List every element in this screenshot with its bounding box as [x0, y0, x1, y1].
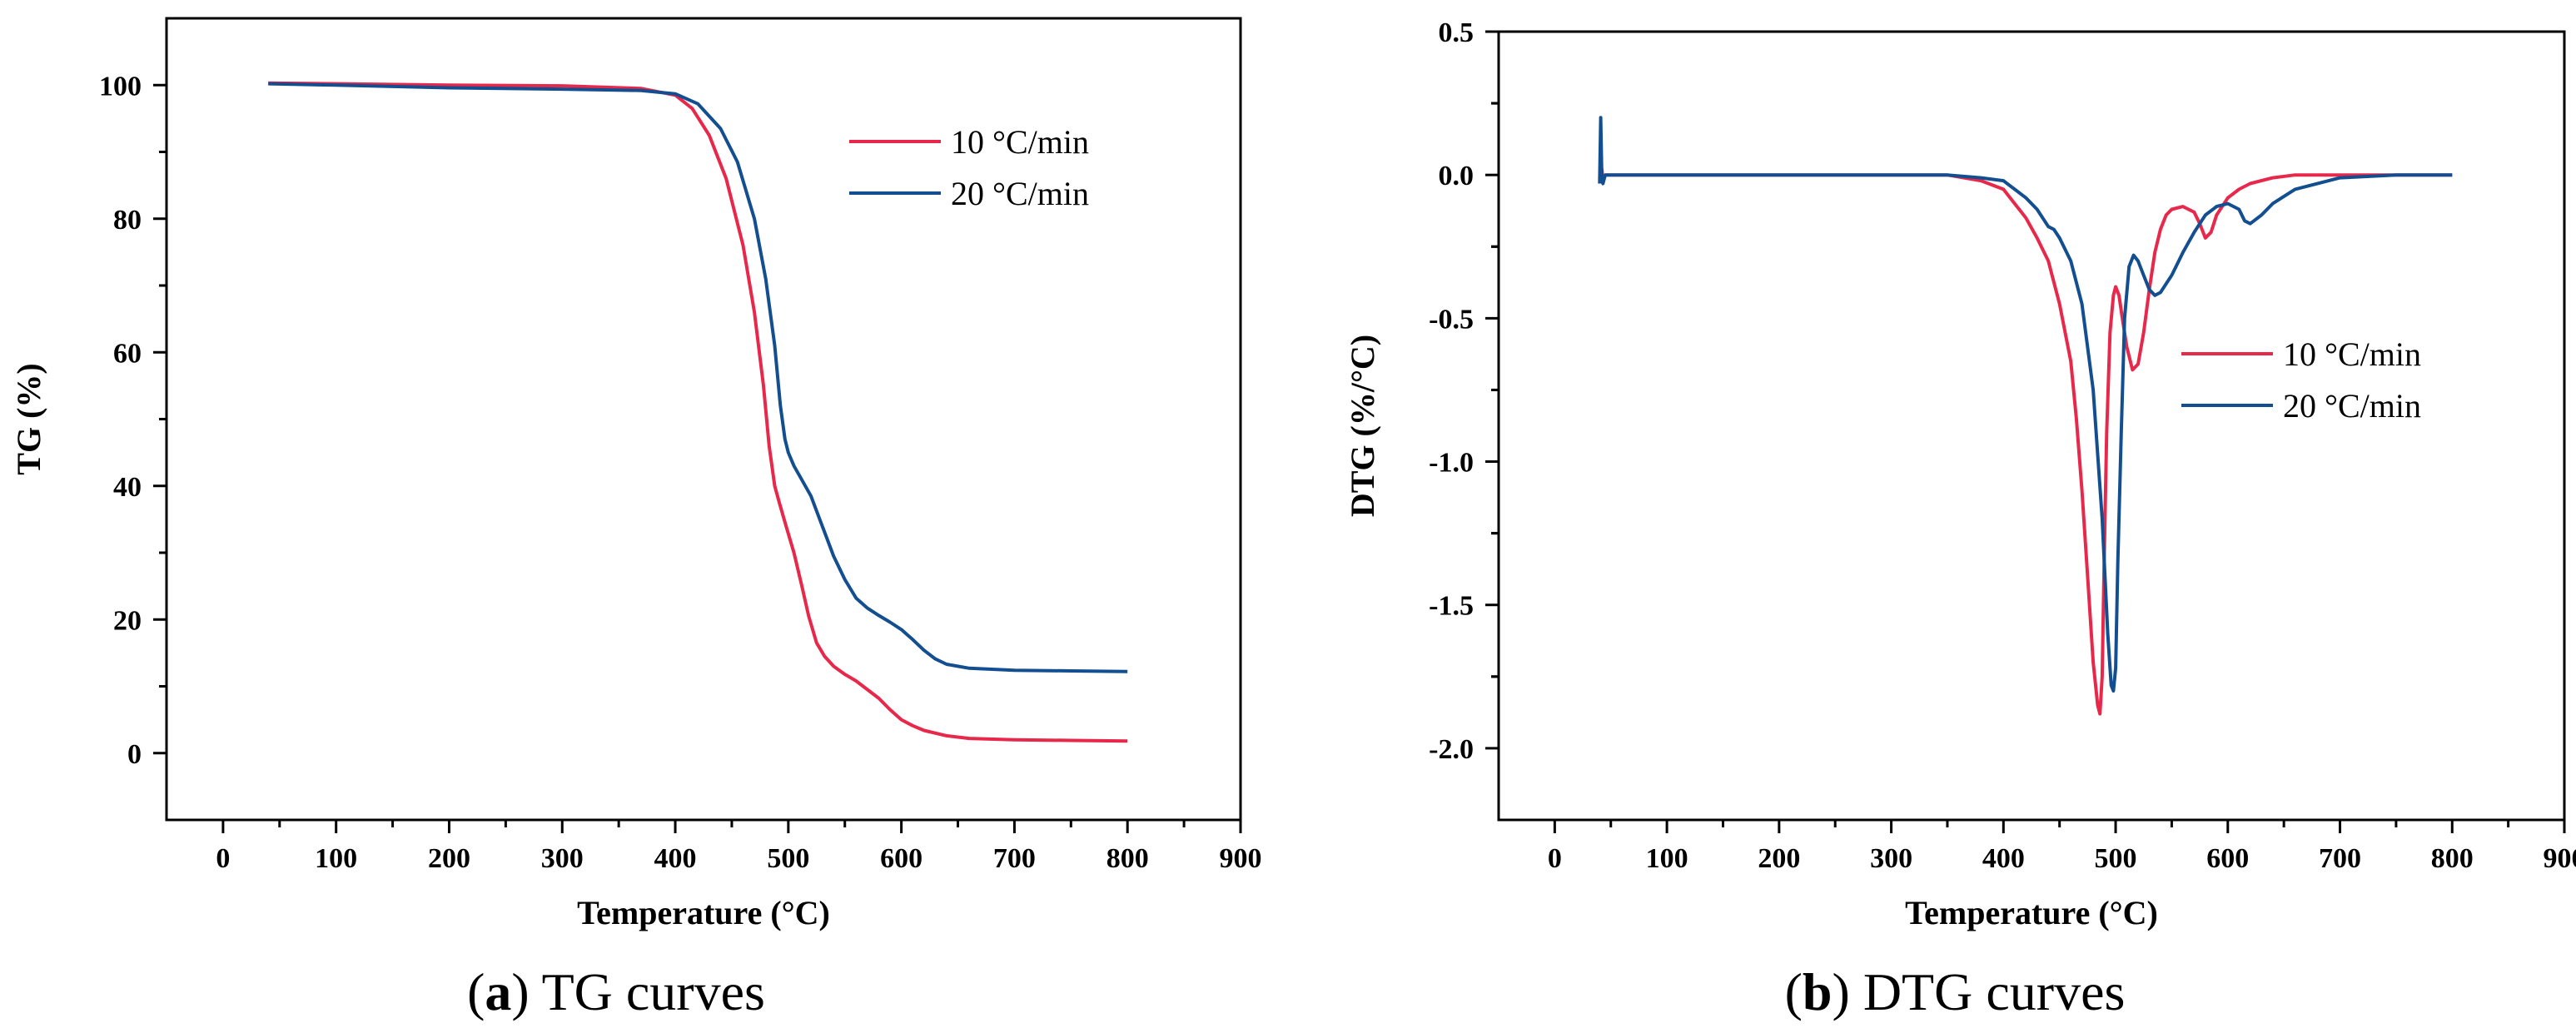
dtg-series-line-rate20: [1598, 116, 2453, 693]
dtg-x-tick-label: 800: [2431, 843, 2474, 874]
dtg-x-tick-label: 400: [1982, 843, 2025, 874]
dtg-chart: 0 100 200 300 400 500 600 700 800 900 -2.0 -1.5 -1.0…: [1344, 17, 2576, 931]
tg-series-line-rate20: [268, 82, 1128, 673]
dtg-legend-label-rate20: 20 °C/min: [2283, 387, 2421, 425]
tg-legend: 10 °C/min 20 °C/min: [849, 123, 1089, 212]
tg-y-axis-title: TG (%): [10, 363, 47, 474]
tg-series-line-rate10: [268, 81, 1128, 743]
tg-x-tick-label: 300: [541, 843, 584, 874]
tg-y-tick-label: 80: [113, 205, 142, 236]
dtg-x-tick-label: 900: [2544, 843, 2576, 874]
tg-x-tick-label: 400: [654, 843, 697, 874]
dtg-y-axis-title: DTG (%/°C): [1344, 335, 1381, 517]
tg-y-tick-label: 0: [127, 739, 142, 770]
tg-y-tick-label: 60: [113, 338, 142, 369]
dtg-legend-label-rate10: 10 °C/min: [2283, 335, 2421, 373]
tg-y-tick-label: 20: [113, 605, 142, 636]
dtg-y-tick-label: -2.0: [1429, 734, 1474, 765]
tg-y-tick-label: 100: [99, 71, 142, 102]
dtg-x-tick-label: 700: [2319, 843, 2361, 874]
caption-b-letter: b: [1803, 962, 1833, 1021]
tg-x-tick-label: 100: [315, 843, 357, 874]
dtg-series-line-rate10: [1598, 167, 2453, 716]
dtg-x-axis-title: Temperature (°C): [1905, 894, 2158, 931]
caption-a-text: TG curves: [530, 962, 765, 1021]
tg-y-tick-label: 40: [113, 472, 142, 503]
dtg-x-tick-label: 600: [2206, 843, 2249, 874]
caption-a-letter: a: [485, 962, 511, 1021]
tg-legend-label-rate10: 10 °C/min: [951, 123, 1089, 161]
tg-x-tick-label: 200: [428, 843, 470, 874]
tg-x-tick-label: 700: [993, 843, 1036, 874]
tg-chart: 0 100 200 300 400 500 600 700 800 900 0 20 40 60 80 100…: [10, 17, 1262, 931]
dtg-legend: 10 °C/min 20 °C/min: [2181, 335, 2421, 425]
tg-x-tick-label: 800: [1106, 843, 1149, 874]
dtg-y-tick-label: -1.0: [1429, 448, 1474, 479]
caption-b-text: DTG curves: [1850, 962, 2126, 1021]
dtg-y-tick-label: 0.5: [1439, 17, 1474, 48]
dtg-plot-frame: [1497, 30, 2566, 822]
dtg-x-tick-label: 200: [1758, 843, 1800, 874]
dtg-x-tick-label: 0: [1548, 843, 1562, 874]
tg-legend-label-rate20: 20 °C/min: [951, 175, 1089, 212]
dtg-y-tick-label: -1.5: [1429, 591, 1474, 622]
tg-x-tick-label: 0: [216, 843, 230, 874]
dtg-x-tick-label: 100: [1646, 843, 1688, 874]
caption-b: (b) DTG curves: [1785, 962, 2126, 1021]
dtg-x-tick-label: 500: [2095, 843, 2137, 874]
dtg-x-tick-label: 300: [1870, 843, 1912, 874]
tg-x-axis-title: Temperature (°C): [577, 894, 830, 931]
tg-x-tick-label: 500: [767, 843, 809, 874]
dtg-y-tick-label: -0.5: [1429, 304, 1474, 335]
caption-a: (a) TG curves: [467, 962, 765, 1021]
dtg-y-tick-label: 0.0: [1439, 161, 1474, 191]
tg-x-tick-label: 900: [1220, 843, 1262, 874]
tg-x-tick-label: 600: [880, 843, 922, 874]
